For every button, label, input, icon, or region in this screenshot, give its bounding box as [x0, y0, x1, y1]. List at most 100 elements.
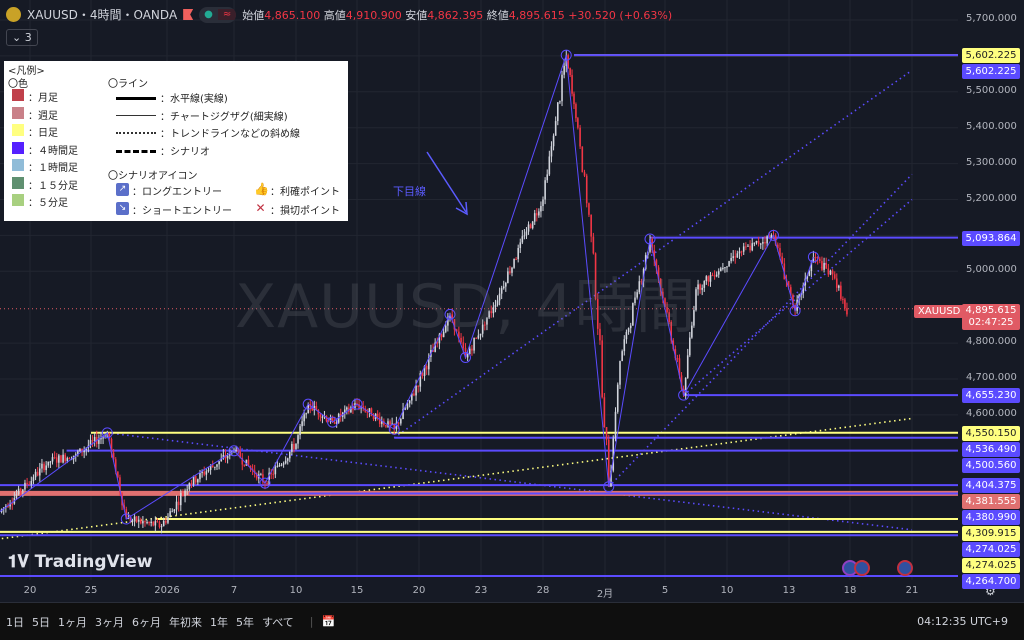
time-tick-label: 20 [23, 585, 37, 596]
economic-event-icon [854, 560, 870, 576]
candle-body [19, 488, 22, 492]
candle-body [498, 293, 501, 301]
candle-body [781, 256, 783, 264]
zigzag-line [0, 55, 814, 520]
time-axis[interactable]: 20 25 2026 7 10 15 20 23 28 2月 5 10 13 18 21 [0, 580, 958, 602]
watermark: XAUUSD, 4時間 [235, 272, 697, 342]
candle-body [393, 423, 395, 430]
settings-icon[interactable]: ⚙ [985, 584, 996, 598]
flag-icon[interactable] [183, 9, 194, 20]
candle-body [434, 342, 436, 352]
candle-body [693, 310, 695, 326]
clock[interactable]: 04:12:35 UTC+9 [917, 615, 1008, 628]
candle-body [442, 331, 445, 338]
candle-body [458, 331, 460, 338]
range-button[interactable]: 5年 [236, 615, 254, 629]
candle-body [521, 236, 524, 243]
candle-body [657, 267, 660, 280]
goto-date-icon[interactable]: 📅 [321, 615, 336, 628]
range-button[interactable]: 年初来 [169, 615, 202, 629]
candle-body [659, 279, 662, 292]
candle-body [112, 452, 115, 460]
candle-body [339, 413, 342, 417]
candle-body [732, 256, 734, 258]
symbol-title[interactable]: XAUUSD・4時間・OANDA [27, 8, 178, 22]
candle-body [133, 516, 136, 521]
candle-body [835, 278, 838, 288]
candle-body [26, 482, 28, 485]
indicators-toggle[interactable]: ⌄ 3 [6, 29, 38, 46]
candle-body [419, 373, 422, 387]
candle-body [691, 325, 693, 338]
candle-body [670, 321, 672, 341]
swing-point-marker [768, 229, 779, 241]
candle-body [634, 297, 636, 304]
candle-body [140, 519, 142, 524]
candle-body [150, 521, 152, 524]
candle-body [438, 334, 441, 344]
candle-body [703, 280, 706, 288]
legend-icons-title: 〇シナリオアイコン [108, 171, 198, 182]
candle-body [525, 231, 528, 236]
candle-body [728, 261, 730, 267]
candle-body [199, 472, 201, 480]
candle-body [156, 521, 159, 523]
candle-body [573, 93, 575, 105]
candle-body [77, 451, 79, 455]
candle-body [81, 448, 83, 453]
candle-body [579, 127, 581, 147]
candle-body [684, 377, 687, 396]
range-button[interactable]: 6ヶ月 [132, 615, 161, 629]
candle-body [117, 471, 119, 478]
candle-body [89, 440, 92, 446]
legend-line-label: ：水平線(実線) [160, 94, 228, 105]
candle-body [98, 439, 100, 444]
range-button[interactable]: 1ヶ月 [58, 615, 87, 629]
candle-body [352, 407, 354, 410]
candle-body [385, 424, 387, 427]
candle-body [28, 484, 31, 486]
candle-body [194, 476, 197, 483]
symbol-price-tag: XAUUSD [914, 305, 965, 318]
candle-body [152, 521, 155, 526]
range-button[interactable]: 1年 [210, 615, 228, 629]
time-tick-label: 15 [350, 585, 364, 596]
candle-body [575, 104, 577, 119]
candle-body [260, 474, 262, 476]
candle-body [9, 503, 11, 507]
candle-body [142, 521, 144, 524]
candle-body [724, 267, 726, 269]
candle-body [286, 458, 289, 461]
candle-body [590, 214, 592, 237]
swing-point-marker [388, 423, 400, 435]
candle-body [808, 270, 811, 276]
legend-color-label: ：５分足 [28, 198, 68, 209]
candle-body [64, 454, 66, 462]
level-price-label: 4,536.490 [962, 441, 1020, 457]
candle-body [333, 422, 336, 424]
candle-body [814, 256, 817, 258]
candle-body [350, 407, 352, 413]
candle-body [381, 420, 383, 424]
candle-body [378, 417, 381, 424]
candle-body [137, 519, 140, 522]
range-button[interactable]: すべて [262, 615, 294, 629]
candle-body [247, 459, 250, 466]
time-tick-label: 28 [536, 585, 550, 596]
candle-body [30, 481, 33, 485]
legend-box: <凡例> 〇色 〇ライン 〇シナリオアイコン ：月足 ：週足 ：日足 ：４時間足 ：１時… [4, 61, 348, 221]
legend-swatch [12, 141, 24, 154]
range-button[interactable]: 3ヶ月 [95, 615, 124, 629]
level-price-label: 4,380.990 [962, 510, 1020, 526]
tradingview-logo[interactable]: 𝟏𝐕 TradingView [8, 552, 153, 572]
legend-icon-label: ：ショートエントリー [132, 206, 232, 217]
status-pill[interactable]: ● ≈ [199, 6, 237, 23]
range-button[interactable]: 5日 [32, 615, 50, 629]
range-button[interactable]: 1日 [6, 615, 24, 629]
price-tick-label: 4,600.000 [966, 407, 1017, 419]
candle-body [222, 454, 225, 459]
candle-body [757, 241, 760, 244]
annotation-arrow-head [455, 201, 468, 216]
candle-body [321, 416, 324, 418]
candle-body [325, 415, 328, 422]
